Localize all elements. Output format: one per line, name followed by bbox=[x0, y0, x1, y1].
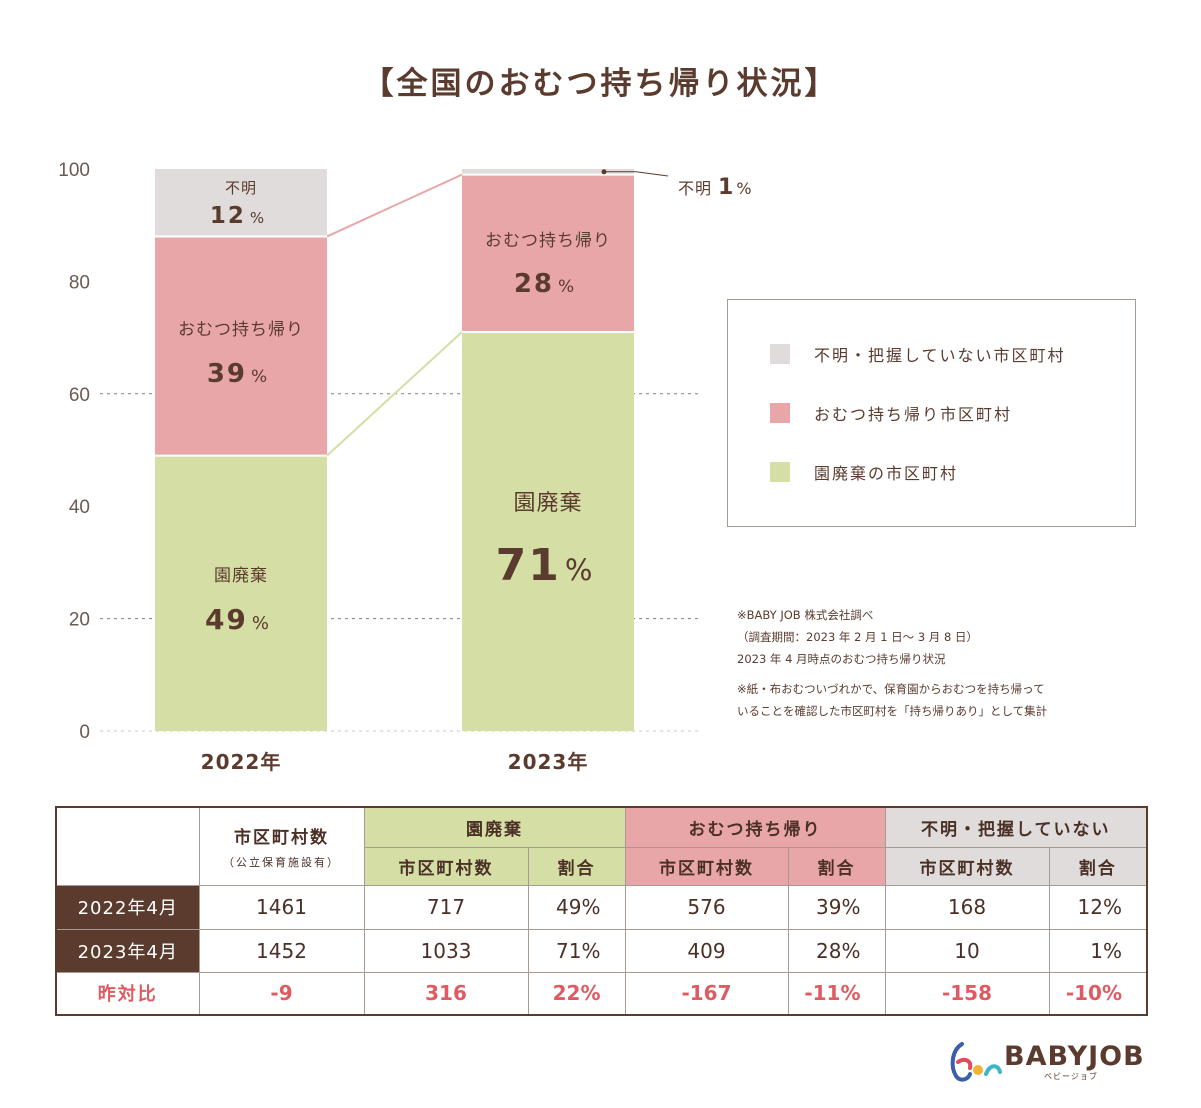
cell-takehome-ratio-2023: 28% bbox=[787, 928, 886, 973]
table-header-row: 市区町村数 （公立保育施設有） 園廃棄 おむつ持ち帰り 不明・把握していない bbox=[55, 806, 1148, 886]
table-corner bbox=[55, 806, 200, 886]
logo-subtext: ベビージョブ bbox=[1044, 1072, 1098, 1081]
cell-disposal-ratio-2022: 49% bbox=[527, 884, 626, 930]
header-total-label: 市区町村数 bbox=[234, 827, 329, 848]
connector-takehome-top bbox=[326, 173, 463, 238]
bar-不明-2023年 bbox=[462, 169, 634, 175]
babyjob-logo-icon bbox=[950, 1042, 1002, 1082]
cell-disposal-count-2022: 717 bbox=[363, 884, 529, 930]
data-label-name-おむつ持ち帰り-0: おむつ持ち帰り bbox=[178, 320, 304, 340]
table-subheader-row: 市区町村数 割合 市区町村数 割合 市区町村数 割合 bbox=[56, 846, 1148, 886]
data-label-value-おむつ持ち帰り-1: 28% bbox=[514, 269, 574, 299]
cell-total-2022: 1461 bbox=[198, 884, 365, 930]
cell-takehome-count-2023: 409 bbox=[624, 928, 789, 973]
data-label-value-園廃棄-1: 71% bbox=[496, 540, 593, 591]
cell-takehome-count-2022: 576 bbox=[624, 884, 789, 930]
x-tick-label-2022年: 2022年 bbox=[201, 750, 282, 774]
bar-おむつ持ち帰り-2023年 bbox=[462, 174, 634, 332]
cell-takehome-ratio-yoy: -11% bbox=[787, 971, 886, 1016]
legend-swatch-disposal bbox=[770, 462, 790, 482]
subheader-unknown-count: 市区町村数 bbox=[884, 846, 1050, 886]
note-source: ※BABY JOB 株式会社調べ bbox=[737, 608, 874, 622]
legend: 不明・把握していない市区町村 おむつ持ち帰り市区町村 園廃棄の市区町村 bbox=[727, 299, 1136, 527]
y-tick-label-40: 40 bbox=[69, 497, 90, 518]
subheader-disposal-count: 市区町村数 bbox=[363, 846, 529, 886]
header-group-takehome: おむつ持ち帰り bbox=[624, 806, 886, 848]
cell-total-2023: 1452 bbox=[198, 928, 365, 973]
cell-total-yoy: -9 bbox=[198, 971, 365, 1016]
cell-unknown-ratio-2022: 12% bbox=[1048, 884, 1148, 930]
legend-swatch-unknown bbox=[770, 344, 790, 364]
connector-disposal-top bbox=[326, 331, 463, 457]
cell-unknown-ratio-2023: 1% bbox=[1048, 928, 1148, 973]
survey-notes: ※BABY JOB 株式会社調べ （調査期間：2023 年 2 月 1 日～ 3… bbox=[737, 604, 1047, 722]
bar-園廃棄-2022年 bbox=[155, 455, 327, 731]
y-tick-label-20: 20 bbox=[69, 610, 90, 631]
data-label-value-おむつ持ち帰り-0: 39% bbox=[207, 359, 267, 389]
table-row: 2023年4月 1452 1033 71% 409 28% 10 1% bbox=[55, 928, 1148, 973]
data-label-name-園廃棄-1: 園廃棄 bbox=[513, 491, 582, 516]
callout-line bbox=[604, 171, 669, 177]
cell-disposal-ratio-2023: 71% bbox=[527, 928, 626, 973]
legend-label-unknown: 不明・把握していない市区町村 bbox=[814, 346, 1066, 365]
y-tick-label-80: 80 bbox=[69, 272, 90, 293]
logo-text: BABYJOB bbox=[1004, 1041, 1145, 1072]
babyjob-logo: BABYJOB ベビージョブ bbox=[946, 1040, 1156, 1084]
legend-item-disposal: 園廃棄の市区町村 bbox=[770, 460, 958, 484]
summary-table: 市区町村数 （公立保育施設有） 園廃棄 おむつ持ち帰り 不明・把握していない 市… bbox=[55, 806, 1148, 1016]
table-row-yoy: 昨対比 -9 316 22% -167 -11% -158 -10% bbox=[55, 971, 1148, 1016]
y-tick-label-100: 100 bbox=[58, 160, 90, 181]
legend-item-unknown: 不明・把握していない市区町村 bbox=[770, 342, 1066, 366]
data-label-name-不明-0: 不明 bbox=[225, 179, 257, 197]
y-tick-label-0: 0 bbox=[79, 722, 90, 743]
row-label-yoy: 昨対比 bbox=[55, 971, 200, 1016]
legend-item-takehome: おむつ持ち帰り市区町村 bbox=[770, 401, 1012, 425]
subheader-takehome-ratio: 割合 bbox=[787, 846, 886, 886]
header-total-sub: （公立保育施設有） bbox=[223, 855, 340, 869]
legend-swatch-takehome bbox=[770, 403, 790, 423]
cell-unknown-count-2022: 168 bbox=[884, 884, 1050, 930]
subheader-unknown-ratio: 割合 bbox=[1048, 846, 1148, 886]
bar-不明-2022年 bbox=[155, 169, 327, 237]
callout-label: 不明 1% bbox=[678, 175, 752, 200]
note-definition-1: ※紙・布おむついづれかで、保育園からおむつを持ち帰って bbox=[737, 682, 1045, 696]
cell-disposal-count-yoy: 316 bbox=[363, 971, 529, 1016]
cell-disposal-ratio-yoy: 22% bbox=[527, 971, 626, 1016]
note-period: （調査期間：2023 年 2 月 1 日～ 3 月 8 日） bbox=[737, 630, 978, 644]
note-status: 2023 年 4 月時点のおむつ持ち帰り状況 bbox=[737, 652, 946, 666]
row-label-2022: 2022年4月 bbox=[55, 884, 200, 930]
table-row: 2022年4月 1461 717 49% 576 39% 168 12% bbox=[55, 884, 1148, 930]
data-label-value-不明-0: 12% bbox=[210, 203, 264, 229]
cell-takehome-count-yoy: -167 bbox=[624, 971, 789, 1016]
legend-label-takehome: おむつ持ち帰り市区町村 bbox=[814, 405, 1013, 424]
cell-unknown-count-yoy: -158 bbox=[884, 971, 1050, 1016]
row-label-2023: 2023年4月 bbox=[55, 928, 200, 973]
header-total: 市区町村数 （公立保育施設有） bbox=[198, 806, 365, 886]
data-label-name-おむつ持ち帰り-1: おむつ持ち帰り bbox=[485, 231, 611, 251]
cell-takehome-ratio-2022: 39% bbox=[787, 884, 886, 930]
subheader-disposal-ratio: 割合 bbox=[527, 846, 626, 886]
legend-label-disposal: 園廃棄の市区町村 bbox=[814, 464, 959, 483]
data-label-name-園廃棄-0: 園廃棄 bbox=[214, 566, 268, 586]
bar-おむつ持ち帰り-2022年 bbox=[155, 236, 327, 456]
cell-disposal-count-2023: 1033 bbox=[363, 928, 529, 973]
subheader-takehome-count: 市区町村数 bbox=[624, 846, 789, 886]
stacked-bar-chart: 0 20 40 60 80 100 2022年 2023年 不明 12 % おむつ持ち帰り 39 % 園廃棄… bbox=[58, 160, 752, 774]
x-tick-label-2023年: 2023年 bbox=[508, 750, 589, 774]
data-label-value-園廃棄-0: 49% bbox=[205, 603, 269, 636]
header-group-disposal: 園廃棄 bbox=[363, 806, 626, 848]
cell-unknown-count-2023: 10 bbox=[884, 928, 1050, 973]
bar-園廃棄-2023年 bbox=[462, 331, 634, 731]
page-title: 【全国のおむつ持ち帰り状況】 bbox=[362, 66, 839, 102]
header-group-unknown: 不明・把握していない bbox=[884, 806, 1148, 848]
y-tick-label-60: 60 bbox=[69, 385, 90, 406]
cell-unknown-ratio-yoy: -10% bbox=[1048, 971, 1148, 1016]
note-definition-2: いることを確認した市区町村を「持ち帰りあり」として集計 bbox=[737, 704, 1048, 718]
